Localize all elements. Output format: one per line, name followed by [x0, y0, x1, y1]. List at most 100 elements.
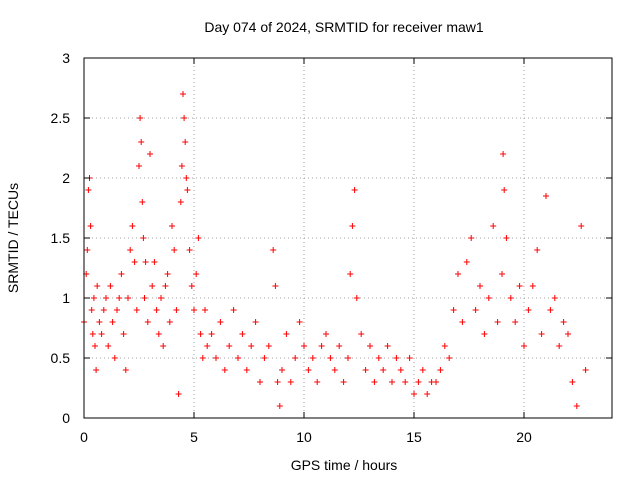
- y-tick-label: 2: [62, 170, 70, 186]
- data-point: [100, 307, 107, 313]
- data-point: [362, 367, 369, 373]
- data-point: [141, 295, 148, 301]
- data-point: [98, 331, 105, 337]
- data-point: [274, 379, 281, 385]
- data-point: [221, 367, 228, 373]
- data-point: [151, 259, 158, 265]
- data-point: [578, 223, 585, 229]
- data-point: [103, 295, 109, 301]
- data-point: [131, 259, 138, 265]
- data-point: [384, 343, 391, 349]
- data-point: [525, 307, 532, 313]
- data-point: [371, 379, 378, 385]
- data-point: [305, 367, 312, 373]
- data-point: [199, 355, 206, 361]
- data-point: [565, 331, 571, 337]
- data-point: [142, 259, 149, 265]
- data-point: [490, 223, 497, 229]
- data-point: [144, 319, 151, 325]
- data-point: [239, 331, 246, 337]
- data-point: [204, 343, 211, 349]
- data-point: [139, 199, 146, 205]
- grid: [84, 58, 612, 418]
- data-point: [529, 283, 536, 289]
- data-point: [503, 235, 510, 241]
- data-point: [336, 343, 343, 349]
- data-point: [248, 343, 255, 349]
- data-point: [309, 355, 316, 361]
- data-point: [538, 331, 545, 337]
- data-point: [331, 367, 338, 373]
- data-point: [92, 343, 98, 349]
- y-tick-label: 3: [62, 50, 70, 66]
- data-point: [109, 319, 116, 325]
- x-tick-label: 5: [190, 429, 198, 445]
- x-tick-label: 0: [80, 429, 88, 445]
- data-point: [569, 379, 576, 385]
- data-point: [197, 331, 204, 337]
- data-point: [323, 331, 329, 337]
- data-point: [433, 379, 439, 385]
- data-point: [202, 307, 208, 313]
- data-point: [279, 367, 285, 373]
- data-point: [235, 355, 241, 361]
- data-point: [129, 223, 136, 229]
- data-point: [140, 235, 147, 241]
- y-axis-label: SRMTID / TECUs: [5, 183, 21, 293]
- data-point: [208, 331, 215, 337]
- y-tick-label: 2.5: [51, 110, 71, 126]
- data-point: [166, 319, 173, 325]
- data-point: [499, 271, 505, 277]
- data-point: [468, 235, 475, 241]
- data-point: [147, 151, 153, 157]
- data-point: [84, 247, 91, 253]
- data-point: [287, 379, 294, 385]
- data-point: [463, 259, 470, 265]
- data-point: [500, 151, 507, 157]
- data-point: [180, 91, 186, 97]
- data-point: [380, 367, 387, 373]
- data-point: [137, 115, 144, 121]
- ticks: 0 5 10 15 20 0 0.5 1 1.5 2 2.5 3: [51, 50, 612, 445]
- data-point: [301, 343, 307, 349]
- data-point: [243, 367, 250, 373]
- y-tick-label: 1: [62, 290, 70, 306]
- data-point: [547, 307, 554, 313]
- data-point: [424, 391, 431, 397]
- data-point: [402, 379, 409, 385]
- data-point: [173, 307, 180, 313]
- data-point: [415, 379, 422, 385]
- data-point: [419, 367, 426, 373]
- data-point: [182, 139, 189, 145]
- data-point: [349, 223, 356, 229]
- data-point: [261, 355, 268, 361]
- data-point: [252, 319, 259, 325]
- data-point: [133, 307, 140, 313]
- data-point: [169, 223, 175, 229]
- data-point: [186, 247, 193, 253]
- data-point: [318, 343, 325, 349]
- data-point: [120, 331, 127, 337]
- x-tick-label: 15: [406, 429, 422, 445]
- data-point: [188, 283, 195, 289]
- data-point: [155, 331, 162, 337]
- data-point: [375, 355, 382, 361]
- y-tick-label: 1.5: [51, 230, 71, 246]
- data-point: [560, 319, 567, 325]
- data-point: [90, 295, 97, 301]
- data-point: [217, 319, 224, 325]
- data-point: [543, 193, 549, 199]
- data-point: [446, 355, 453, 361]
- data-point: [296, 319, 303, 325]
- data-point: [437, 367, 444, 373]
- data-point: [345, 355, 351, 361]
- data-point: [191, 307, 197, 313]
- data-point: [118, 271, 125, 277]
- data-point: [127, 247, 134, 253]
- data-point: [257, 379, 263, 385]
- data-point: [158, 295, 164, 301]
- data-point: [406, 355, 413, 361]
- y-tick-label: 0: [62, 410, 70, 426]
- data-point: [340, 379, 347, 385]
